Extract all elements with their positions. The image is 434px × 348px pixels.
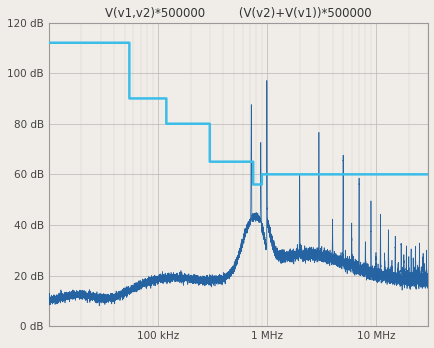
Title: V(v1,v2)*500000         (V(v2)+V(v1))*500000: V(v1,v2)*500000 (V(v2)+V(v1))*500000 [105,7,371,20]
